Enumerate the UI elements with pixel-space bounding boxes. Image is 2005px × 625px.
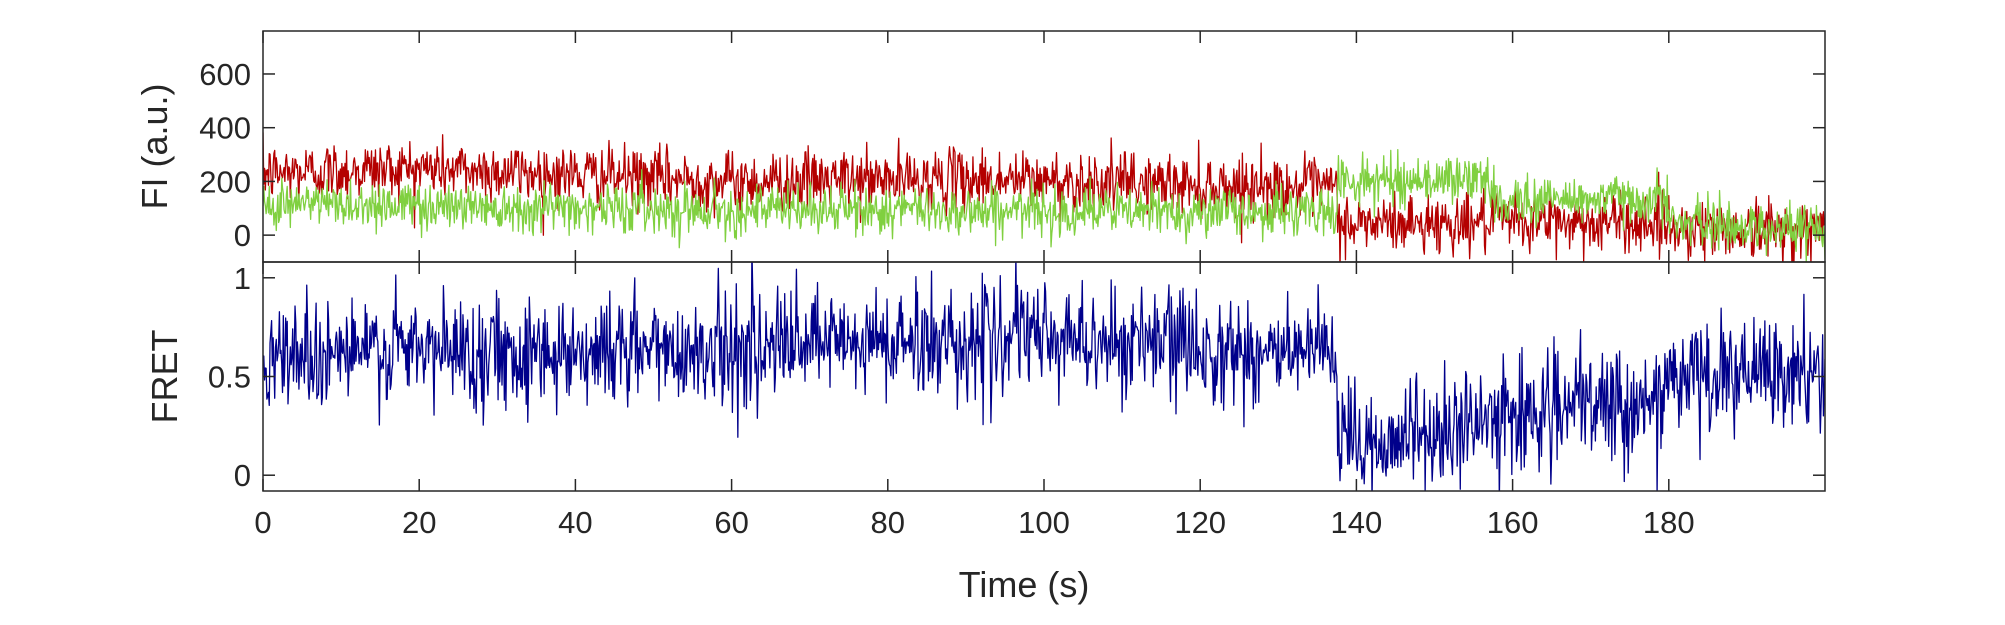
traces [263,262,1825,491]
y-tick-label: 0 [234,218,251,253]
x-tick-label: 160 [1487,505,1539,540]
y-tick-label: 0 [234,458,251,493]
series-line-2 [263,149,1825,262]
series-line-1 [263,262,1825,491]
y-tick-label: 400 [199,111,251,146]
y-tick-label: 600 [199,57,251,92]
x-tick-label: 80 [871,505,905,540]
y-axis-label: FI (a.u.) [134,83,175,209]
x-tick-label: 60 [714,505,748,540]
y-tick-label: 1 [234,261,251,296]
traces [263,132,1825,262]
x-tick-label: 20 [402,505,436,540]
x-tick-label: 0 [254,505,271,540]
series-line-1 [263,132,1825,262]
panel-fret: 0 0.5 1 0 20 40 60 80 100 120 140 160 180 FRET Time (s… [144,261,1826,605]
x-axis-label: Time (s) [959,564,1090,605]
x-tick-label: 40 [558,505,592,540]
y-tick-label: 0.5 [208,360,251,395]
x-tick-label: 180 [1643,505,1695,540]
x-tick-label: 100 [1018,505,1070,540]
panel-intensity: 0 200 400 600 FI (a.u.) [134,30,1826,263]
x-tick-label: 140 [1331,505,1383,540]
y-axis-label: FRET [144,330,185,424]
y-tick-label: 200 [199,164,251,199]
x-tick-label: 120 [1174,505,1226,540]
